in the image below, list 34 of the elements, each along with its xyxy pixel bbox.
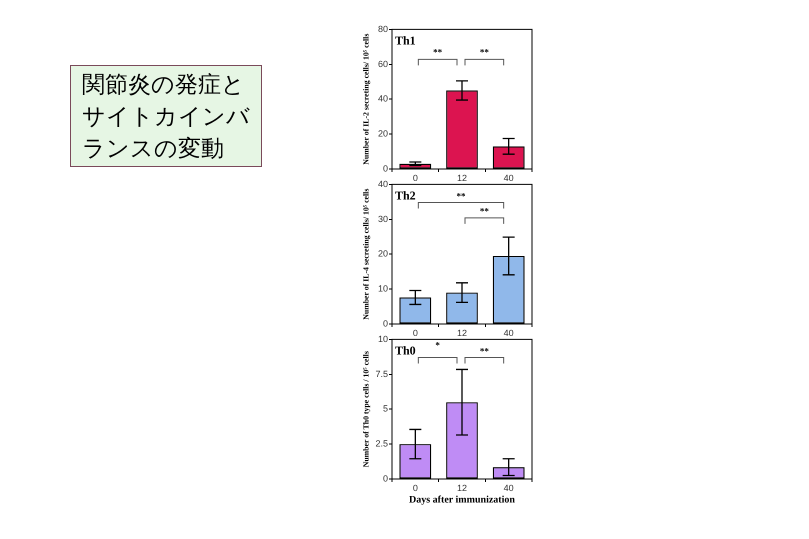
x-tick-label: 40 <box>504 328 514 338</box>
y-tick-label: 0 <box>382 473 388 484</box>
annotation: ** <box>480 47 489 58</box>
y-tick-label: 20 <box>378 128 388 139</box>
y-tick-label: 10 <box>378 284 388 294</box>
x-tick-label: 40 <box>504 172 514 183</box>
y-tick-label: 5 <box>382 404 388 414</box>
y-tick-label: 60 <box>378 58 388 69</box>
y-tick-label: 7.5 <box>375 368 388 379</box>
y-tick-label: 10 <box>378 334 388 344</box>
y-tick-label: 30 <box>378 214 388 224</box>
annotation: ** <box>480 206 489 216</box>
annotation: * <box>435 340 440 350</box>
x-tick-label: 0 <box>412 172 418 183</box>
y-tick-label: 0 <box>382 163 388 174</box>
chart-title: Th2 <box>395 188 416 202</box>
text: 関節炎の発症とサイトカインバランスの変動 <box>82 71 251 164</box>
x-tick-label: 12 <box>456 172 468 183</box>
x-tick-label: 40 <box>504 482 514 493</box>
y-tick-label: 80 <box>378 24 388 34</box>
annotation: ** <box>433 47 442 58</box>
annotation: ** <box>456 190 466 201</box>
x-axis-title: Days after immunization <box>409 494 516 506</box>
x-tick-label: 12 <box>456 482 468 493</box>
y-tick-label: 2.5 <box>375 438 388 449</box>
y-tick-label: 40 <box>378 94 388 104</box>
y-tick-label: 20 <box>378 248 388 259</box>
x-tick-label: 0 <box>412 482 418 493</box>
x-tick-label: 12 <box>456 328 468 338</box>
chart-title: Th1 <box>395 33 416 48</box>
x-tick-label: 0 <box>412 328 418 338</box>
y-tick-label: 0 <box>382 318 388 328</box>
annotation: ** <box>480 346 489 356</box>
chart-title: Th0 <box>395 343 416 358</box>
